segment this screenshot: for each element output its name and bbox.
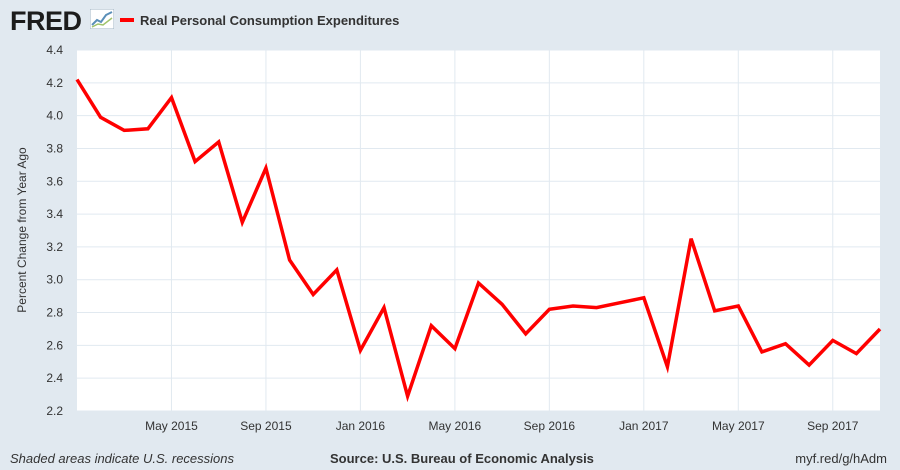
y-tick-label: 2.4 <box>46 371 63 385</box>
data-point[interactable] <box>97 113 105 121</box>
x-tick-label: Jan 2017 <box>619 419 669 433</box>
data-point[interactable] <box>545 305 553 313</box>
x-tick-label: Sep 2017 <box>807 419 859 433</box>
plot-area <box>77 50 880 411</box>
x-tick-label: Sep 2016 <box>524 419 576 433</box>
recession-note: Shaded areas indicate U.S. recessions <box>10 451 235 466</box>
data-point[interactable] <box>829 336 837 344</box>
x-tick-label: May 2016 <box>429 419 482 433</box>
y-tick-label: 2.2 <box>46 404 63 418</box>
series-layer <box>73 76 884 403</box>
legend-label[interactable]: Real Personal Consumption Expenditures <box>140 12 400 28</box>
x-tick-label: May 2015 <box>145 419 198 433</box>
data-point[interactable] <box>782 340 790 348</box>
legend-swatch <box>120 18 134 22</box>
data-point[interactable] <box>73 76 81 84</box>
data-point[interactable] <box>404 392 412 400</box>
data-point[interactable] <box>191 158 199 166</box>
data-point[interactable] <box>687 235 695 243</box>
series-line[interactable] <box>75 78 882 403</box>
data-point[interactable] <box>144 125 152 133</box>
source-note: Source: U.S. Bureau of Economic Analysis <box>330 451 594 466</box>
data-point[interactable] <box>215 138 223 146</box>
y-tick-label: 2.8 <box>46 306 63 320</box>
data-point[interactable] <box>876 325 884 333</box>
y-tick-label: 4.4 <box>46 43 63 57</box>
data-point[interactable] <box>758 348 766 356</box>
data-point[interactable] <box>522 330 530 338</box>
data-point[interactable] <box>616 299 624 307</box>
data-point[interactable] <box>286 256 294 264</box>
data-point[interactable] <box>427 322 435 330</box>
data-point[interactable] <box>711 307 719 315</box>
y-tick-label: 3.2 <box>46 240 63 254</box>
legend: Real Personal Consumption Expenditures <box>120 11 399 29</box>
x-tick-label: Jan 2016 <box>336 419 386 433</box>
y-tick-label: 4.0 <box>46 109 63 123</box>
data-point[interactable] <box>593 304 601 312</box>
data-point[interactable] <box>167 94 175 102</box>
fred-logo[interactable]: FRED <box>10 6 82 36</box>
y-tick-label: 3.0 <box>46 273 63 287</box>
y-axis-label: Percent Change from Year Ago <box>15 147 29 313</box>
x-tick-label: May 2017 <box>712 419 765 433</box>
data-point[interactable] <box>262 164 270 172</box>
data-point[interactable] <box>498 300 506 308</box>
short-url[interactable]: myf.red/g/hAdm <box>795 451 887 466</box>
data-point[interactable] <box>238 218 246 226</box>
data-point[interactable] <box>569 302 577 310</box>
data-point[interactable] <box>333 266 341 274</box>
data-point[interactable] <box>120 126 128 134</box>
data-point[interactable] <box>380 304 388 312</box>
line-chart-icon <box>90 9 114 29</box>
data-point[interactable] <box>475 279 483 287</box>
data-point[interactable] <box>640 294 648 302</box>
y-tick-label: 4.2 <box>46 76 63 90</box>
data-point[interactable] <box>663 363 671 371</box>
data-point[interactable] <box>852 350 860 358</box>
y-tick-label: 2.6 <box>46 338 63 352</box>
data-point[interactable] <box>805 361 813 369</box>
data-point[interactable] <box>309 290 317 298</box>
x-axis-ticks: May 2015 Sep 2015 Jan 2016 May 2016 Sep 2016… <box>145 419 859 433</box>
y-axis-ticks: 2.2 2.4 2.6 2.8 3.0 3.2 3.4 3.6 3.8 4.0 4.2 4.4 <box>46 43 63 418</box>
chart-header: FRED Real Personal Consumption Expenditu… <box>0 0 900 44</box>
y-tick-label: 3.4 <box>46 207 63 221</box>
data-point[interactable] <box>734 302 742 310</box>
y-tick-label: 3.8 <box>46 141 63 155</box>
data-point[interactable] <box>451 345 459 353</box>
x-tick-label: Sep 2015 <box>240 419 292 433</box>
data-point[interactable] <box>356 346 364 354</box>
y-tick-label: 3.6 <box>46 174 63 188</box>
